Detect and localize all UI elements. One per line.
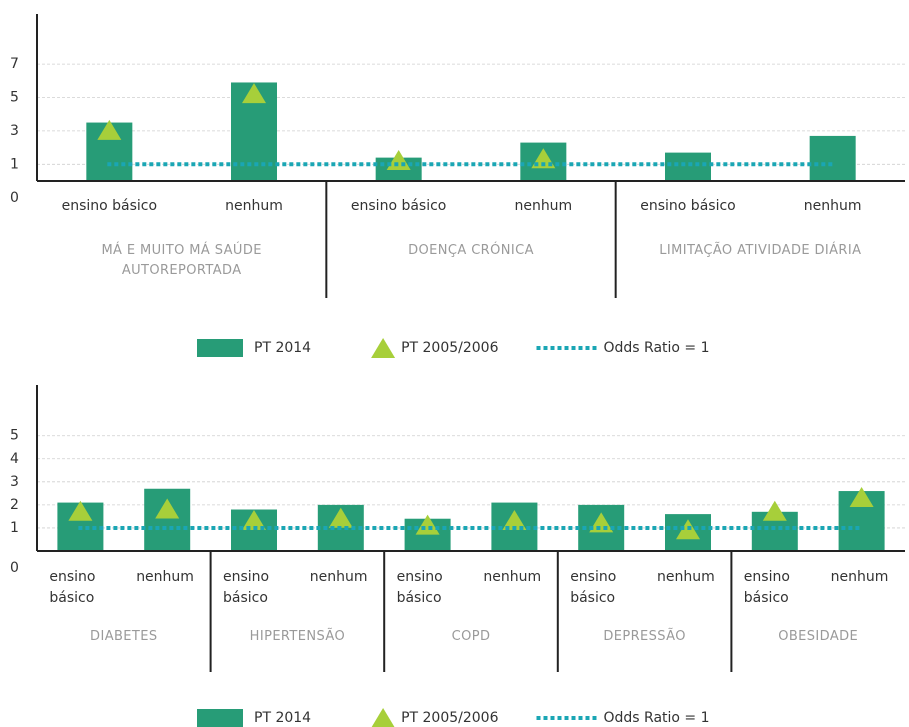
y-tick-label: 3 — [10, 474, 19, 490]
triangle-marker — [242, 510, 266, 531]
triangle-marker — [502, 510, 527, 531]
y-tick-label: 7 — [10, 56, 19, 72]
x-tick-label: nenhum — [309, 569, 368, 585]
y-tick-label: 4 — [10, 451, 19, 467]
y-tick-label: 1 — [10, 156, 19, 172]
x-tick-label: ensino básico — [640, 198, 736, 214]
legend-label: PT 2005/2006 — [401, 710, 499, 726]
triangle-marker — [849, 486, 874, 507]
x-tick-label: nenhum — [803, 198, 862, 214]
bar — [665, 152, 711, 181]
x-tick-label: ensino básico — [350, 198, 447, 214]
x-tick-label: ensino básico — [570, 569, 617, 606]
x-tick-label: nenhum — [657, 569, 715, 585]
triangle-marker — [155, 498, 180, 519]
legend-swatch — [197, 709, 243, 727]
legend-label: Odds Ratio = 1 — [604, 340, 710, 356]
x-tick-label: nenhum — [225, 198, 283, 214]
group-label: OBESIDADE — [778, 629, 859, 644]
triangle-marker — [97, 119, 122, 140]
group-label: DIABETES — [90, 629, 158, 644]
group-label: MÁ E MUITO MÁ SAÚDE AUTOREPORTADA — [101, 243, 262, 278]
x-tick-label: ensino básico — [743, 569, 790, 606]
x-tick-label: nenhum — [514, 198, 573, 214]
bar — [809, 135, 856, 181]
x-tick-label: ensino básico — [61, 198, 158, 214]
y-tick-label: 0 — [10, 190, 19, 206]
x-tick-label: nenhum — [483, 569, 542, 585]
y-tick-label: 0 — [10, 560, 19, 576]
bar — [144, 488, 191, 551]
x-tick-label: ensino básico — [49, 569, 96, 606]
legend-label: PT 2014 — [254, 340, 311, 356]
group-label: COPD — [451, 629, 491, 644]
legend-swatch — [371, 338, 396, 358]
group-label: DEPRESSÃO — [603, 629, 686, 644]
x-tick-label: ensino básico — [396, 569, 443, 606]
x-tick-label: nenhum — [830, 569, 889, 585]
legend-swatch — [371, 708, 395, 727]
triangle-marker — [328, 507, 353, 528]
y-tick-label: 5 — [10, 428, 19, 444]
group-label: LIMITAÇÃO ATIVIDADE DIÁRIA — [659, 243, 862, 258]
y-tick-label: 2 — [10, 497, 19, 513]
triangle-marker — [242, 83, 266, 104]
triangle-marker — [762, 500, 787, 521]
triangle-marker — [68, 500, 93, 521]
x-tick-label: ensino básico — [223, 569, 270, 606]
legend-label: PT 2014 — [254, 710, 311, 726]
legend-swatch — [197, 339, 243, 357]
y-tick-label: 3 — [10, 123, 19, 139]
legend-label: PT 2005/2006 — [401, 340, 499, 356]
group-label: DOENÇA CRÓNICA — [408, 243, 534, 258]
x-tick-label: nenhum — [136, 569, 194, 585]
group-label: HIPERTENSÃO — [249, 629, 346, 644]
legend-label: Odds Ratio = 1 — [604, 710, 710, 726]
y-tick-label: 5 — [10, 90, 19, 106]
y-tick-label: 1 — [10, 520, 19, 536]
